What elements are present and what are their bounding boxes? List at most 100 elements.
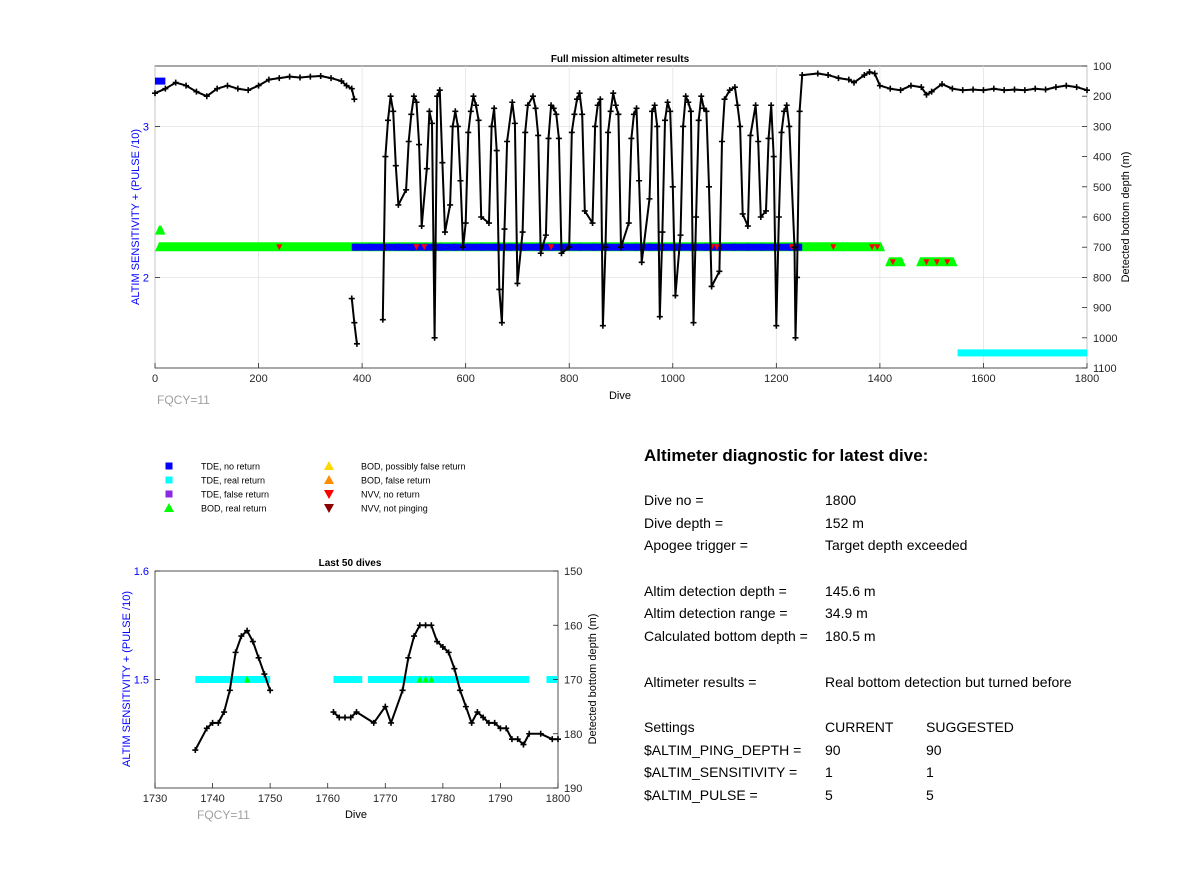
depth-point: [918, 84, 925, 91]
depth-point: [215, 719, 222, 726]
depth-line: [154, 75, 356, 100]
depth-point: [238, 633, 245, 640]
depth-point: [775, 214, 782, 220]
nvv-no-return-marker: [944, 259, 951, 266]
depth-point: [633, 105, 640, 112]
bottom-fqcy-label: FQCY=11: [197, 808, 250, 822]
depth-point: [172, 79, 179, 86]
bod-real-return-marker: [416, 675, 423, 683]
dive-no-row: Dive no = 1800: [644, 492, 1184, 515]
depth-point: [579, 111, 586, 118]
depth-point: [700, 105, 707, 112]
depth-point: [434, 93, 441, 100]
depth-point: [529, 93, 536, 100]
bottom-y-left-axis-label: ALTIM SENSITIVITY + (PULSE /10): [121, 591, 133, 767]
x-tick-label: 800: [560, 373, 578, 385]
setting-name: $ALTIM_PING_DEPTH =: [644, 741, 802, 758]
depth-point: [773, 322, 780, 329]
tde-no-return-marker: [410, 243, 415, 251]
depth-point: [770, 153, 777, 160]
depth-point: [949, 85, 956, 92]
depth-point: [791, 244, 798, 251]
legend-square-icon: [165, 490, 173, 498]
spacer: [644, 651, 1184, 674]
depth-point: [265, 76, 272, 83]
depth-point: [388, 719, 395, 726]
diagnostic-panel: Altimeter diagnostic for latest dive: Di…: [644, 446, 1184, 810]
tde-no-return-marker: [731, 243, 736, 251]
depth-point: [599, 322, 606, 329]
diagnostic-title: Altimeter diagnostic for latest dive:: [644, 446, 929, 465]
depth-point: [328, 75, 335, 82]
depth-point: [473, 102, 480, 109]
depth-point: [664, 99, 671, 106]
depth-point: [514, 736, 521, 743]
legend-label: TDE, no return: [201, 462, 260, 472]
setting-row: $ALTIM_PING_DEPTH = 90 90: [644, 742, 1184, 765]
setting-band-tde: [351, 243, 803, 251]
depth-point: [542, 232, 549, 239]
y-right-tick-label: 400: [1093, 152, 1111, 164]
depth-point: [778, 129, 785, 136]
depth-point: [395, 201, 402, 208]
legend-triangle-down-icon: [324, 504, 334, 513]
depth-point: [550, 105, 557, 112]
depth-point: [379, 316, 386, 323]
depth-point: [519, 229, 526, 236]
depth-point: [405, 654, 412, 661]
depth-point: [426, 108, 433, 115]
depth-point: [224, 82, 231, 89]
tde-no-return-marker: [522, 243, 527, 251]
depth-point: [990, 85, 997, 92]
depth-point: [781, 108, 788, 115]
nvv-no-return-marker: [413, 244, 420, 251]
depth-point: [392, 162, 399, 169]
depth-point: [716, 268, 723, 275]
settings-label: Settings: [644, 719, 695, 736]
x-tick-label: 1200: [764, 373, 788, 385]
x-tick-label: 1780: [431, 793, 455, 805]
depth-point: [980, 87, 987, 94]
depth-point: [183, 82, 190, 89]
setting-band-tde: [333, 676, 363, 683]
depth-point: [907, 82, 914, 89]
x-tick-label: 1790: [488, 793, 512, 805]
tde-no-return-marker: [354, 243, 359, 251]
depth-point: [454, 123, 461, 130]
tde-no-return-marker: [508, 243, 513, 251]
y-right-tick-label: 300: [1093, 121, 1111, 133]
depth-point: [605, 129, 612, 136]
legend-item: TDE, false return: [165, 490, 269, 500]
depth-point: [405, 138, 412, 145]
spacer: [644, 696, 1184, 719]
depth-point: [680, 123, 687, 130]
legend-item: BOD, real return: [164, 503, 267, 514]
depth-point: [226, 687, 233, 694]
depth-point: [451, 665, 458, 672]
setting-band-tde: [957, 349, 1087, 357]
depth-point: [630, 111, 637, 118]
depth-point: [408, 111, 415, 118]
depth-point: [566, 244, 573, 251]
tde-no-return-marker: [494, 243, 499, 251]
x-tick-label: 1760: [315, 793, 339, 805]
y-left-tick-label: 1.6: [134, 566, 149, 578]
y-right-tick-label: 100: [1093, 61, 1111, 73]
x-tick-label: 1400: [868, 373, 892, 385]
depth-point: [703, 108, 710, 115]
depth-point: [514, 280, 521, 287]
bottom-chart: Last 50 dives 1730 1740 1750 1760 1770 1780 17…: [121, 558, 599, 822]
x-tick-label: 400: [353, 373, 371, 385]
depth-point: [496, 286, 503, 293]
y-right-tick-label: 700: [1093, 242, 1111, 254]
depth-point: [501, 226, 508, 233]
legend-item: NVV, not pinging: [324, 504, 428, 514]
depth-point: [468, 719, 475, 726]
depth-point: [439, 643, 446, 650]
tde-no-return-marker: [396, 243, 401, 251]
depth-point: [638, 259, 645, 266]
depth-point: [799, 72, 806, 79]
depth-point: [628, 135, 635, 142]
detect-depth-value: 145.6 m: [825, 582, 876, 599]
legend-square-icon: [165, 476, 173, 484]
